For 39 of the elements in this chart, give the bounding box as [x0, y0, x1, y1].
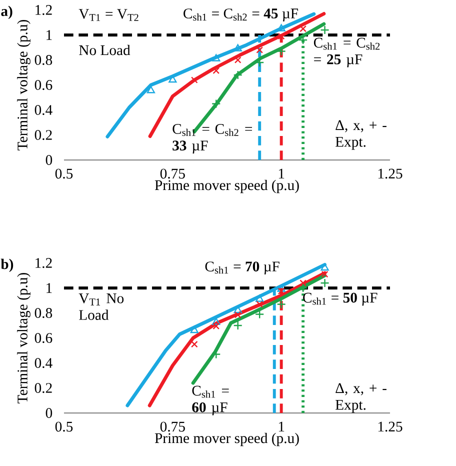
annotation: C$_{sh1}$ = C$_{sh2}$ = 45 µF — [184, 8, 298, 22]
y-axis-title: Terminal voltage (p.u) — [17, 272, 30, 404]
annotation: C$_{sh1}$ = 50 µF — [303, 292, 378, 306]
chart-title: a) — [1, 6, 12, 20]
y-tick-label: 0.2 — [34, 383, 52, 393]
y-tick-label: 0.4 — [34, 358, 52, 368]
annotation: V$_{T1}$ = V$_{T2}$ — [78, 9, 138, 21]
text: C$_{sh1}$ = C$_{sh2}$ = 25 µF — [314, 38, 380, 68]
annotation: No Load — [79, 44, 130, 56]
x-tick-label: 1 — [278, 168, 284, 178]
annotation: V$_{T1}$ No Load — [78, 294, 124, 320]
y-tick-label: 0 — [46, 155, 52, 165]
chart-title: b) — [0, 258, 14, 272]
y-tick-label: 0 — [46, 408, 52, 418]
x-axis-title: Prime mover speed (p.u) — [154, 432, 299, 446]
text: C$_{sh1}$ = 60 µF — [192, 386, 229, 416]
x-tick-label: 0.5 — [55, 168, 73, 179]
y-tick-label: 0.8 — [34, 308, 52, 318]
y-tick-label: 1.2 — [36, 5, 52, 15]
y-tick-label: 1 — [46, 30, 52, 40]
y-tick-label: 1 — [46, 283, 52, 293]
x-tick-label: 0.75 — [160, 168, 185, 179]
x-tick-label: 0.75 — [160, 422, 185, 432]
y-tick-label: 0.2 — [34, 130, 52, 140]
x-tick-label: 0.5 — [55, 422, 73, 432]
y-tick-label: 0.6 — [34, 80, 52, 90]
x-tick-label: 1 — [278, 422, 284, 432]
y-tick-label: 1.2 — [36, 258, 52, 268]
x-tick-label: 1.25 — [378, 422, 402, 432]
x-tick-label: 1.25 — [378, 168, 402, 179]
y-axis-title: Terminal voltage (p.u) — [17, 20, 30, 150]
text: C$_{sh1}$ = C$_{sh2}$ = 33 µF — [172, 124, 252, 154]
annotation: Δ, x, + - Expt. — [336, 120, 386, 150]
y-tick-label: 0.4 — [34, 105, 52, 115]
annotation: Δ, x, + - Expt. — [336, 383, 386, 413]
y-tick-label: 0.6 — [34, 333, 52, 343]
x-axis-title: Prime mover speed (p.u) — [154, 180, 299, 194]
y-tick-label: 0.8 — [34, 55, 52, 65]
annotation: C$_{sh1}$ = 70 µF — [205, 262, 280, 274]
